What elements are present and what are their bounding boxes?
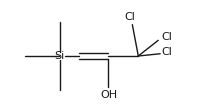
Text: Cl: Cl	[161, 46, 172, 57]
Text: Cl: Cl	[124, 12, 135, 22]
Text: OH: OH	[100, 90, 117, 100]
Text: Si: Si	[55, 51, 65, 61]
Text: Cl: Cl	[161, 32, 172, 42]
